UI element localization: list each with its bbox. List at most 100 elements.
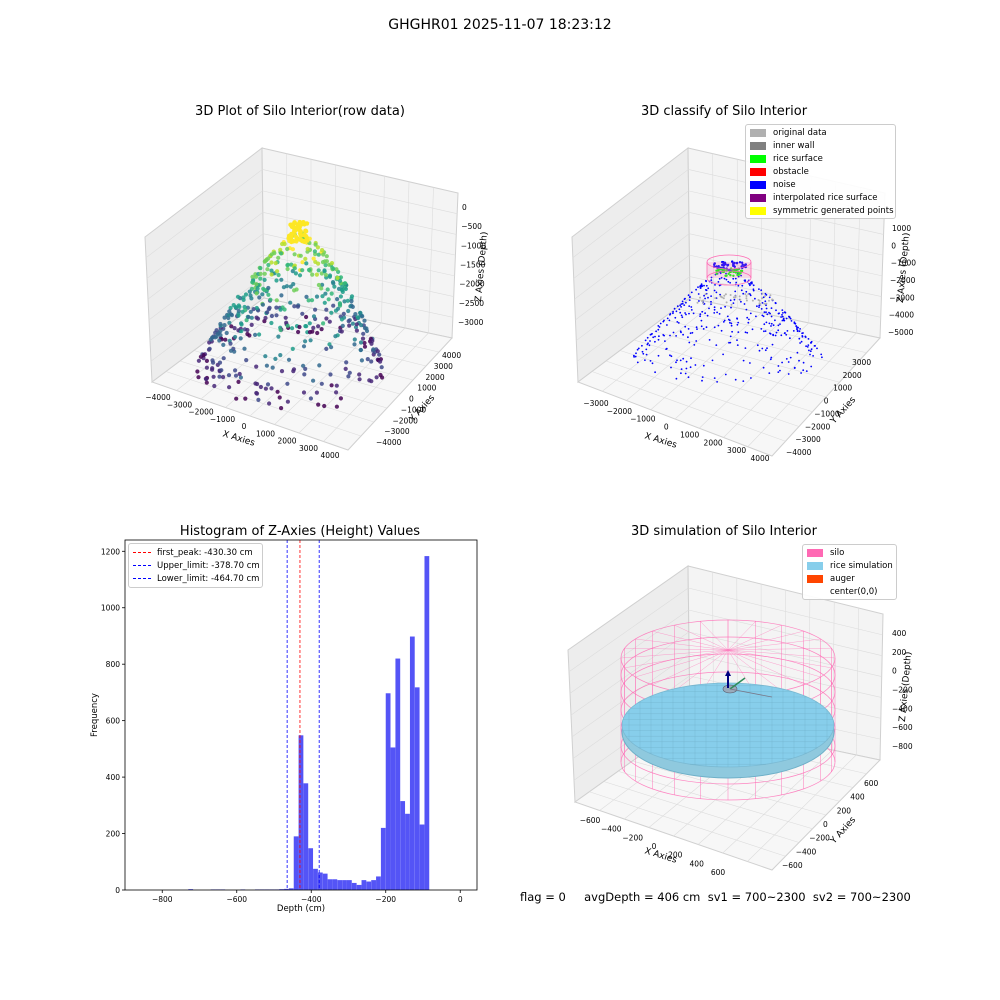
noise-point: [742, 380, 745, 382]
legend-label: rice surface: [773, 153, 823, 164]
legend-label: first_peak: -430.30 cm: [157, 547, 253, 558]
noise-point: [756, 344, 759, 347]
histogram-bar: [395, 658, 401, 890]
original-point: [702, 299, 705, 302]
data-point: [263, 386, 268, 391]
data-point: [257, 332, 262, 337]
data-point: [297, 273, 303, 278]
histogram-legend: first_peak: -430.30 cm Upper_limit: -378…: [128, 543, 263, 588]
original-point: [714, 297, 717, 300]
data-point: [247, 289, 252, 294]
noise-point: [690, 357, 692, 360]
noise-point: [770, 315, 773, 318]
legend-swatch: [750, 128, 766, 137]
noise-point: [658, 326, 661, 328]
noise-point: [761, 302, 764, 304]
noise-point: [802, 369, 805, 372]
noise-point: [654, 335, 656, 338]
noise-point: [657, 338, 660, 341]
data-point: [228, 305, 233, 311]
noise-point: [789, 356, 792, 359]
data-point: [362, 340, 367, 346]
data-point: [330, 280, 336, 285]
noise-point: [758, 349, 761, 352]
data-point: [379, 365, 384, 370]
noise-point: [707, 296, 709, 299]
noise-point: [728, 341, 730, 344]
original-point: [744, 293, 747, 296]
original-point: [722, 297, 725, 300]
rice-surface-point: [732, 274, 735, 277]
data-point: [316, 282, 321, 288]
data-point: [316, 324, 321, 329]
data-point: [254, 391, 260, 396]
original-point: [696, 301, 699, 304]
data-point: [289, 224, 295, 229]
original-point: [721, 296, 724, 299]
histogram-bar: [308, 848, 314, 890]
noise-point: [680, 372, 682, 375]
noise-point: [782, 312, 784, 314]
noise-point: [725, 272, 727, 275]
noise-point: [790, 320, 793, 322]
legend-item-silo: silo: [803, 546, 896, 559]
noise-point: [793, 366, 796, 369]
data-point: [275, 389, 280, 394]
data-point: [275, 269, 280, 274]
original-point: [704, 293, 707, 296]
data-point: [303, 366, 308, 371]
noise-point: [762, 366, 765, 369]
data-point: [236, 313, 241, 318]
noise-point: [713, 306, 716, 309]
data-point: [279, 369, 285, 374]
noise-point: [687, 328, 690, 330]
simulation-x-ticks: −600−400−200 0 200 400 600: [580, 816, 726, 877]
data-point: [338, 294, 343, 299]
noise-point: [774, 302, 777, 304]
noise-point: [713, 312, 716, 314]
noise-point: [678, 308, 681, 311]
data-point: [314, 272, 319, 277]
original-point: [758, 299, 761, 302]
data-point: [302, 222, 307, 227]
original-point: [763, 302, 766, 305]
data-point: [323, 291, 328, 296]
noise-point: [666, 324, 668, 326]
tick-label: −600: [892, 723, 913, 732]
data-point: [266, 292, 271, 297]
noise-point: [702, 328, 705, 330]
noise-point: [697, 293, 700, 295]
data-point: [296, 329, 301, 335]
noise-point: [760, 328, 763, 330]
noise-point: [675, 361, 677, 364]
noise-point: [802, 361, 805, 364]
legend-line: [133, 552, 151, 553]
noise-point: [690, 291, 693, 294]
legend-swatch: [750, 167, 766, 176]
data-point: [276, 272, 281, 278]
noise-point: [781, 309, 784, 311]
legend-line: [133, 565, 151, 566]
noise-point: [681, 316, 684, 319]
noise-point: [740, 289, 743, 292]
noise-point: [663, 319, 665, 322]
tick-label: −800: [892, 742, 913, 751]
raw-x-axis-label: X Axies: [221, 429, 256, 448]
noise-point: [711, 359, 714, 362]
tick-label: −1000: [210, 415, 236, 424]
noise-point: [680, 314, 683, 317]
data-point: [254, 315, 259, 320]
noise-point: [821, 356, 823, 359]
noise-point: [710, 295, 712, 297]
legend-item-upper-limit: Upper_limit: -378.70 cm: [129, 559, 262, 572]
noise-point: [679, 311, 682, 314]
data-point: [221, 356, 226, 361]
rice-surface-point: [740, 269, 744, 273]
noise-point: [720, 307, 722, 309]
noise-point: [699, 285, 701, 288]
noise-point: [810, 365, 813, 368]
noise-point: [713, 308, 716, 311]
noise-point: [798, 359, 800, 362]
